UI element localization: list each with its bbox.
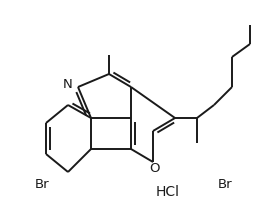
Text: HCl: HCl: [156, 185, 180, 199]
Text: N: N: [63, 78, 73, 91]
Text: Br: Br: [35, 179, 49, 191]
Text: Br: Br: [218, 179, 232, 191]
Text: O: O: [150, 162, 160, 174]
